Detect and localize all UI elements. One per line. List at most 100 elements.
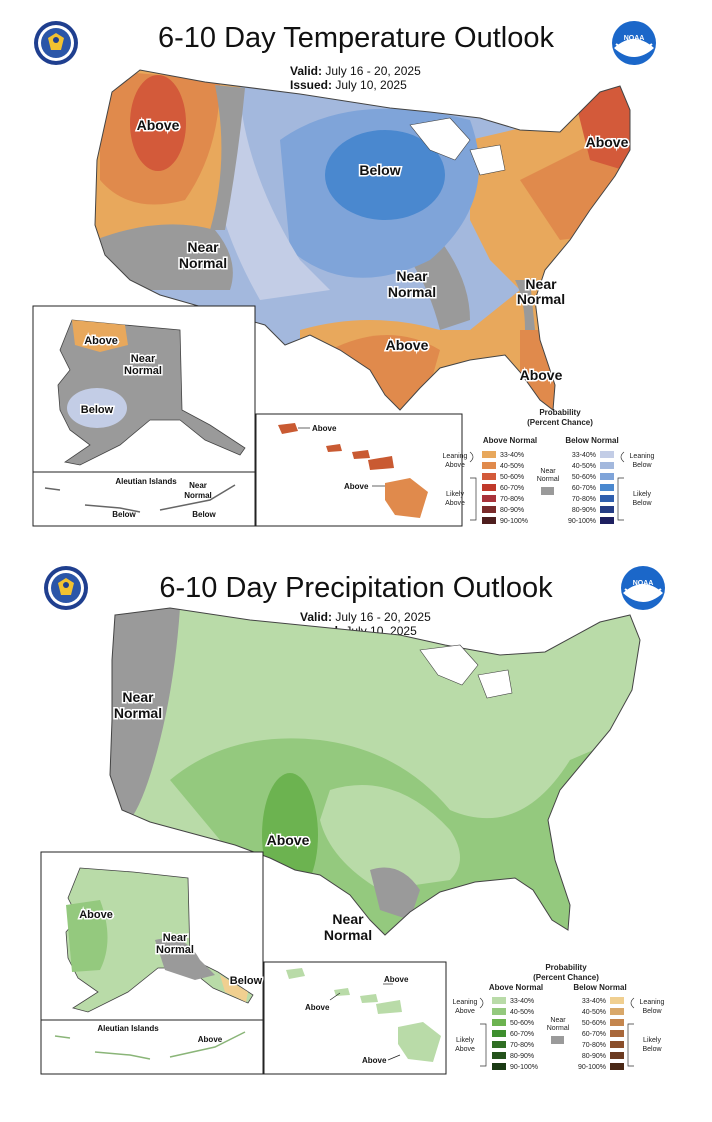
legend-near-1: Near (540, 468, 556, 475)
hawaii-inset: Above Above (255, 413, 463, 527)
legend-leaning-below-1: Leaning (630, 453, 655, 460)
legend-below-swatch (610, 1063, 624, 1070)
legend-below-swatch (600, 451, 614, 458)
valid-value: July 16 - 20, 2025 (325, 64, 421, 78)
precip-legend-leaning-below-1: Leaning (640, 999, 665, 1006)
legend-above-swatch (482, 517, 496, 524)
aleutian-title: Aleutian Islands (115, 477, 177, 486)
legend-title-2: (Percent Chance) (527, 418, 593, 427)
precip-legend-below-head: Below Normal (573, 983, 626, 992)
legend-below-swatch (600, 506, 614, 513)
precip-alaska-inset: Above Near Normal Below Aleutian Islands… (40, 851, 264, 1075)
precip-aleutian-title: Aleutian Islands (97, 1024, 159, 1033)
legend-below-bin-label: 90-100% (578, 1064, 606, 1071)
precipitation-map: NOAA Near Normal Above Near Normal (40, 566, 665, 1075)
label-near-mid-2: Normal (388, 284, 436, 300)
legend-below-bin-label: 40-50% (572, 463, 596, 470)
legend-title-1: Probability (539, 408, 581, 417)
legend-above-bin-label: 60-70% (510, 1031, 534, 1038)
legend-likely-below-2: Below (632, 500, 652, 507)
legend-below-swatch (610, 1030, 624, 1037)
precipitation-legend: Probability (Percent Chance) Above Norma… (453, 963, 665, 1071)
legend-leaning-above-1: Leaning (443, 453, 468, 460)
legend-above-bin-label: 40-50% (500, 463, 524, 470)
legend-above-bin-label: 70-80% (510, 1042, 534, 1049)
precip-ak-label-near-2: Normal (156, 944, 194, 956)
legend-above-swatch (482, 473, 496, 480)
legend-above-swatch (482, 484, 496, 491)
precip-legend-likely-below-2: Below (642, 1046, 662, 1053)
hi-label-above-1: Above (312, 424, 337, 433)
svg-text:NOAA: NOAA (633, 580, 654, 587)
legend-below-bin-label: 60-70% (582, 1031, 606, 1038)
legend-below-bin-label: 80-90% (572, 507, 596, 514)
legend-below-bin-label: 50-60% (582, 1020, 606, 1027)
precip-legend-near-1: Near (550, 1017, 566, 1024)
legend-below-bin-label: 40-50% (582, 1009, 606, 1016)
legend-above-swatch (482, 451, 496, 458)
legend-above-swatch (482, 462, 496, 469)
temperature-title: 6-10 Day Temperature Outlook (157, 22, 554, 54)
temperature-dates: Valid: July 16 - 20, 2025 Issued: July 1… (290, 64, 421, 92)
legend-below-swatch (610, 1052, 624, 1059)
legend-below-bin-label: 50-60% (572, 474, 596, 481)
legend-above-bin-label: 33-40% (510, 998, 534, 1005)
label-near-mid-1: Near (396, 268, 428, 284)
aleutian-below-1: Below (112, 510, 136, 519)
legend-above-swatch (482, 495, 496, 502)
issued-value: July 10, 2025 (335, 78, 407, 92)
precip-ak-label-above: Above (79, 909, 113, 921)
precip-legend-leaning-below-2: Below (642, 1008, 662, 1015)
legend-below-swatch (600, 517, 614, 524)
precip-conus-outline (109, 607, 641, 936)
temperature-outlook-panel: 6-10 Day Temperature Outlook Valid: July… (0, 0, 712, 560)
aleutian-near-1: Near (189, 481, 207, 490)
precip-legend-leaning-above-1: Leaning (453, 999, 478, 1006)
legend-below-bin-label: 33-40% (582, 998, 606, 1005)
legend-below-bin-label: 60-70% (572, 485, 596, 492)
ak-label-above: Above (84, 335, 118, 347)
label-near-west-1: Near (122, 689, 154, 705)
precip-legend-near-swatch (551, 1036, 564, 1044)
legend-above-swatch (492, 1041, 506, 1048)
precipitation-outlook-panel: 6-10 Day Precipitation Outlook Valid: Ju… (0, 560, 712, 1122)
temperature-conus-shading (95, 70, 630, 410)
temperature-legend: Probability (Percent Chance) Above Norma… (443, 408, 655, 525)
precip-valid-label: Valid: (300, 610, 333, 624)
valid-label: Valid: (290, 64, 323, 78)
legend-above-bin-label: 60-70% (500, 485, 524, 492)
label-below-central: Below (359, 162, 400, 178)
alaska-inset: Above Near Normal Below Aleutian Islands… (32, 305, 256, 527)
ak-label-near-2: Normal (124, 365, 162, 377)
label-above-southwest: Above (267, 832, 310, 848)
label-near-se-2: Normal (517, 291, 565, 307)
precip-aleutian-above: Above (198, 1035, 223, 1044)
precipitation-title: 6-10 Day Precipitation Outlook (159, 572, 553, 604)
legend-below-swatch (600, 473, 614, 480)
aleutian-below-2: Below (192, 510, 216, 519)
legend-above-swatch (492, 1030, 506, 1037)
legend-below-head: Below Normal (565, 436, 618, 445)
precip-legend-title-2: (Percent Chance) (533, 973, 599, 982)
label-near-texas-2: Normal (324, 927, 372, 943)
legend-likely-above-2: Above (445, 500, 465, 507)
svg-text:NOAA: NOAA (624, 35, 645, 42)
precip-legend-title-1: Probability (545, 963, 587, 972)
label-near-texas-1: Near (332, 911, 364, 927)
legend-below-swatch (600, 484, 614, 491)
legend-below-swatch (600, 495, 614, 502)
label-above-florida: Above (520, 367, 563, 383)
precip-hi-label-above-2: Above (305, 1003, 330, 1012)
legend-below-bin-label: 90-100% (568, 518, 596, 525)
legend-above-bin-label: 50-60% (510, 1020, 534, 1027)
precip-legend-leaning-above-2: Above (455, 1008, 475, 1015)
commerce-seal-icon (44, 566, 88, 610)
label-near-west-2: Normal (179, 255, 227, 271)
precip-valid-value: July 16 - 20, 2025 (335, 610, 431, 624)
legend-leaning-below-2: Below (632, 462, 652, 469)
legend-below-bin-label: 70-80% (572, 496, 596, 503)
legend-above-swatch (492, 1019, 506, 1026)
legend-near-swatch (541, 487, 554, 495)
legend-above-bin-label: 70-80% (500, 496, 524, 503)
temperature-map: NOAA (32, 21, 656, 527)
